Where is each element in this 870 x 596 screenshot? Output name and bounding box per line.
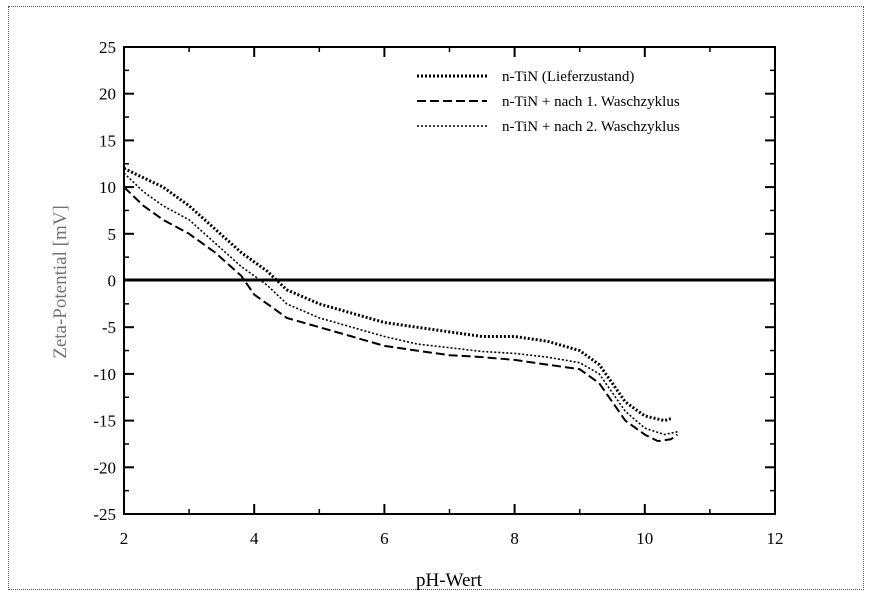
y-tick-label: 5 bbox=[108, 225, 117, 244]
series-line-2 bbox=[123, 186, 678, 443]
y-tick-label: 20 bbox=[99, 85, 116, 104]
y-tick-label: -15 bbox=[93, 412, 116, 431]
x-tick-label: 2 bbox=[120, 529, 129, 548]
y-tick-label: -20 bbox=[93, 458, 116, 477]
figure-frame bbox=[8, 6, 864, 590]
series-line-3 bbox=[123, 172, 678, 436]
y-tick-label: 0 bbox=[108, 272, 117, 291]
y-tick-label: 15 bbox=[99, 131, 116, 150]
x-axis-title: pH-Wert bbox=[416, 570, 483, 591]
axis-ticks: 25 20 15 10 5 0 -5 -10 -15 -20 -252 4 6 8 10 12 bbox=[93, 38, 783, 548]
legend: n-TiN (Lieferzustand) n-TiN + nach 1. Was… bbox=[417, 69, 680, 135]
y-tick-label: -5 bbox=[102, 318, 116, 337]
y-tick-label: -10 bbox=[93, 365, 116, 384]
x-tick-label: 10 bbox=[636, 529, 653, 548]
legend-label: n-TiN (Lieferzustand) bbox=[502, 69, 634, 85]
legend-label: n-TiN + nach 2. Waschzyklus bbox=[502, 119, 680, 135]
x-tick-label: 12 bbox=[767, 529, 784, 548]
y-tick-label: -25 bbox=[93, 505, 116, 524]
series-group bbox=[123, 167, 678, 443]
y-tick-label: 25 bbox=[99, 38, 116, 57]
series-line-1 bbox=[123, 167, 672, 423]
x-tick-label: 6 bbox=[380, 529, 389, 548]
y-tick-label: 10 bbox=[99, 178, 116, 197]
y-axis-title: Zeta-Potential [mV] bbox=[50, 205, 71, 359]
x-tick-label: 4 bbox=[250, 529, 259, 548]
legend-label: n-TiN + nach 1. Waschzyklus bbox=[502, 94, 680, 110]
x-tick-label: 8 bbox=[510, 529, 519, 548]
